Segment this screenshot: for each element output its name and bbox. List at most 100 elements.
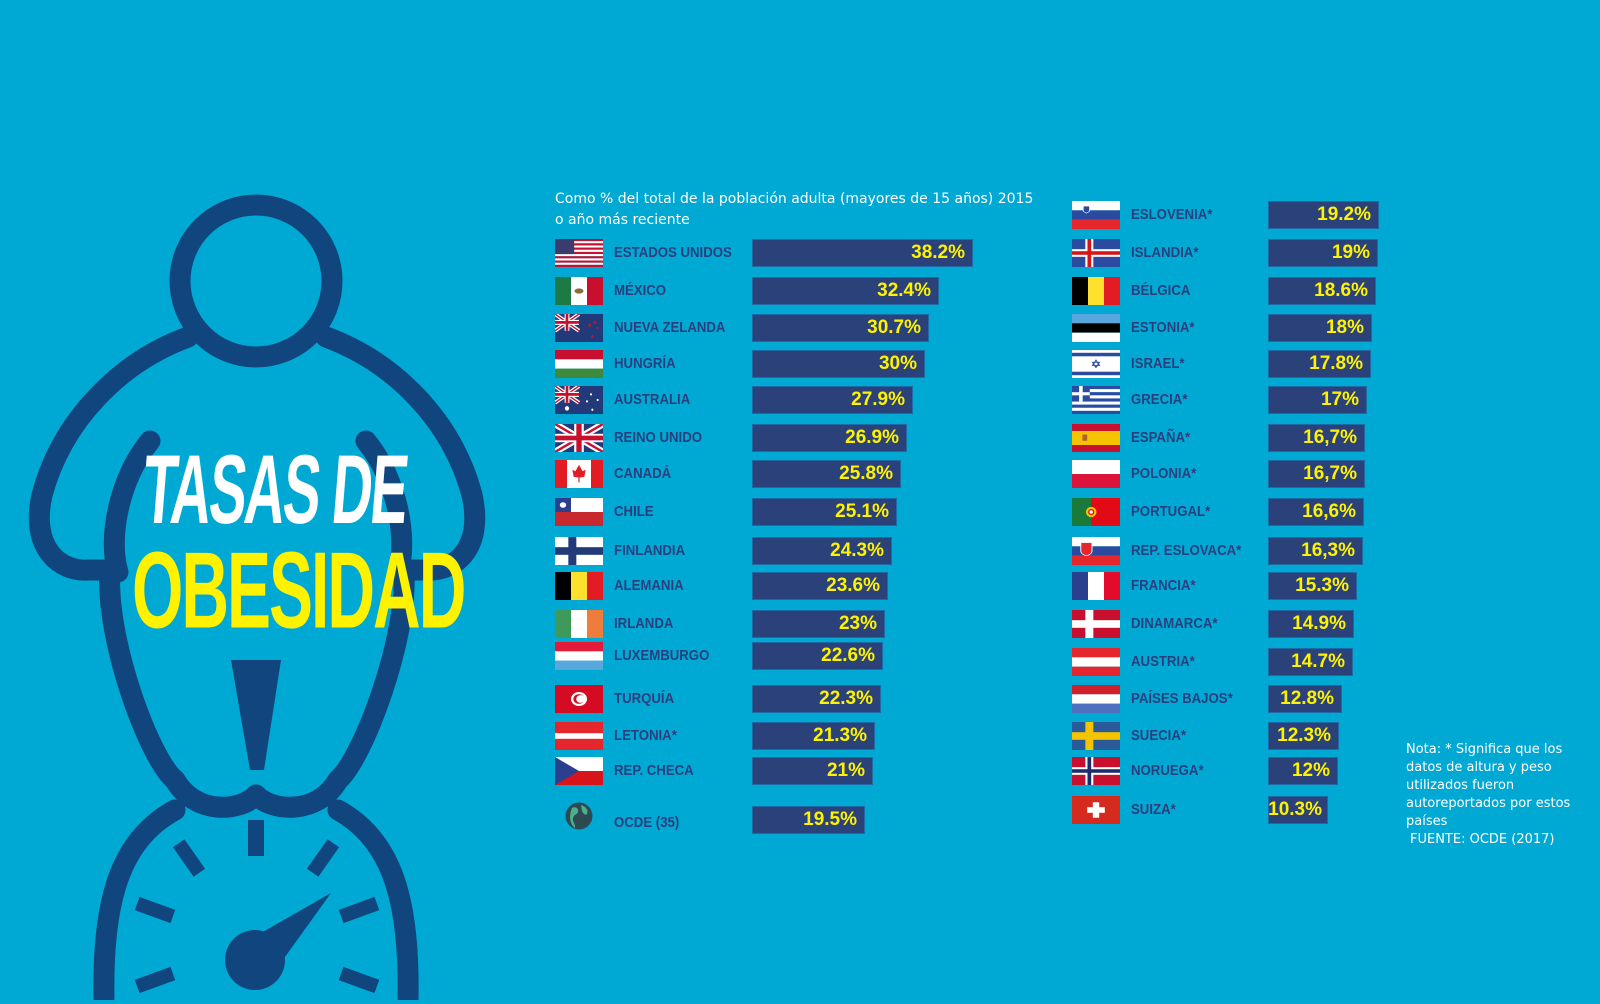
australia-flag-icon	[555, 386, 603, 414]
value-bar	[752, 498, 897, 526]
belgium-flag-icon	[1072, 277, 1120, 305]
value-label: 17%	[1320, 389, 1359, 410]
value-label: 12.3%	[1277, 725, 1331, 746]
note-text: Nota: * Significa que los datos de altur…	[1406, 742, 1571, 829]
spain-flag-icon	[1072, 424, 1120, 452]
value-bar	[752, 572, 888, 600]
value-bar	[752, 757, 873, 785]
finland-flag-icon	[555, 537, 603, 565]
greece-flag-icon	[1072, 386, 1120, 414]
country-label: FINLANDIA	[614, 542, 686, 559]
ireland-flag-icon	[555, 610, 603, 638]
latvia-flag-icon	[555, 722, 603, 750]
slovenia-flag-icon	[1072, 201, 1120, 229]
bar-row: SUIZA* 10.3%	[1072, 796, 1600, 826]
value-label: 26.9%	[845, 427, 899, 448]
denmark-flag-icon	[1072, 610, 1120, 638]
value-bar	[752, 610, 885, 638]
bar-row: BÉLGICA 18.6%	[1072, 277, 1600, 307]
chart-subtitle: Como % del total de la población adulta …	[555, 191, 1034, 228]
value-label: 16,7%	[1303, 427, 1357, 448]
poland-flag-icon	[1072, 460, 1120, 488]
country-label: ISLANDIA*	[1131, 244, 1199, 261]
country-label: CANADÁ	[614, 465, 672, 482]
country-label: LETONIA*	[614, 727, 677, 744]
value-label: 19%	[1331, 242, 1370, 263]
bar-row: MÉXICO 32.4%	[555, 277, 1155, 307]
country-label: TURQUÍA	[614, 690, 675, 707]
country-label: SUIZA*	[1131, 801, 1176, 818]
bar-row: AUSTRALIA 27.9%	[555, 386, 1155, 416]
austria-flag-icon	[1072, 648, 1120, 676]
person-on-scale-icon	[28, 194, 486, 1004]
value-bar	[752, 537, 892, 565]
value-label: 23%	[838, 613, 877, 634]
value-label: 14.7%	[1291, 651, 1345, 672]
value-bar	[752, 806, 865, 834]
value-bar	[1268, 460, 1365, 488]
netherlands-flag-icon	[1072, 685, 1120, 713]
country-label: CHILE	[614, 503, 654, 520]
value-bar	[752, 350, 925, 378]
value-bar	[752, 239, 973, 267]
mexico-flag-icon	[555, 277, 603, 305]
country-label: REINO UNIDO	[614, 429, 703, 446]
value-label: 10.3%	[1268, 799, 1322, 820]
value-label: 23.6%	[826, 575, 880, 596]
country-label: POLONIA*	[1131, 465, 1197, 482]
value-bar	[752, 314, 929, 342]
value-bar	[752, 460, 901, 488]
value-label: 30.7%	[867, 317, 921, 338]
bar-row: ALEMANIA 23.6%	[555, 572, 1155, 602]
country-label: PORTUGAL*	[1131, 503, 1211, 520]
value-label: 25.1%	[835, 501, 889, 522]
value-label: 15.3%	[1295, 575, 1349, 596]
estonia-flag-icon	[1072, 314, 1120, 342]
country-label: REP. CHECA	[614, 762, 694, 779]
value-bar	[1268, 498, 1364, 526]
country-label: ESTONIA*	[1131, 319, 1195, 336]
canada-flag-icon	[555, 460, 603, 488]
bar-row: LETONIA* 21.3%	[555, 722, 1155, 752]
value-bar	[752, 424, 907, 452]
source-text: FUENTE: OCDE (2017)	[1410, 832, 1555, 847]
bar-row: HUNGRÍA 30%	[555, 350, 1155, 380]
value-bar	[752, 277, 939, 305]
bar-row: FRANCIA* 15.3%	[1072, 572, 1600, 602]
bar-row: TURQUÍA 22.3%	[555, 685, 1155, 715]
country-label: DINAMARCA*	[1131, 615, 1218, 632]
value-bar	[1268, 685, 1342, 713]
country-label: IRLANDA	[614, 615, 674, 632]
value-label: 27.9%	[851, 389, 905, 410]
country-label: AUSTRIA*	[1131, 653, 1195, 670]
bar-row: REP. CHECA 21%	[555, 757, 1155, 787]
value-label: 16,7%	[1303, 463, 1357, 484]
israel-flag-icon	[1072, 350, 1120, 378]
country-label: FRANCIA*	[1131, 577, 1196, 594]
country-label: ESLOVENIA*	[1131, 206, 1213, 223]
bar-row: AUSTRIA* 14.7%	[1072, 648, 1600, 678]
bar-row: SUECIA* 12.3%	[1072, 722, 1600, 752]
country-label: REP. ESLOVACA*	[1131, 542, 1242, 559]
value-bar	[1268, 722, 1339, 750]
country-label: ESTADOS UNIDOS	[614, 244, 732, 261]
value-label: 32.4%	[877, 280, 931, 301]
bar-row: ESTONIA* 18%	[1072, 314, 1600, 344]
value-bar	[1268, 572, 1357, 600]
obese-person-scale-illustration: TASAS DE OBESIDAD	[0, 0, 520, 1004]
new-zealand-flag-icon	[555, 314, 603, 342]
value-bar	[1268, 201, 1379, 229]
bar-row: GRECIA* 17%	[1072, 386, 1600, 416]
luxembourg-flag-icon	[555, 642, 603, 670]
value-label: 24.3%	[830, 540, 884, 561]
bar-row: ESLOVENIA* 19.2%	[1072, 201, 1600, 231]
chile-flag-icon	[555, 498, 603, 526]
bar-row: ESPAÑA* 16,7%	[1072, 424, 1600, 454]
hungary-flag-icon	[555, 350, 603, 378]
value-bar	[1268, 648, 1353, 676]
value-label: 16,6%	[1302, 501, 1356, 522]
us-flag-icon	[555, 239, 603, 267]
country-label: NUEVA ZELANDA	[614, 319, 726, 336]
country-label: ESPAÑA*	[1131, 429, 1191, 446]
value-bar	[1268, 350, 1371, 378]
